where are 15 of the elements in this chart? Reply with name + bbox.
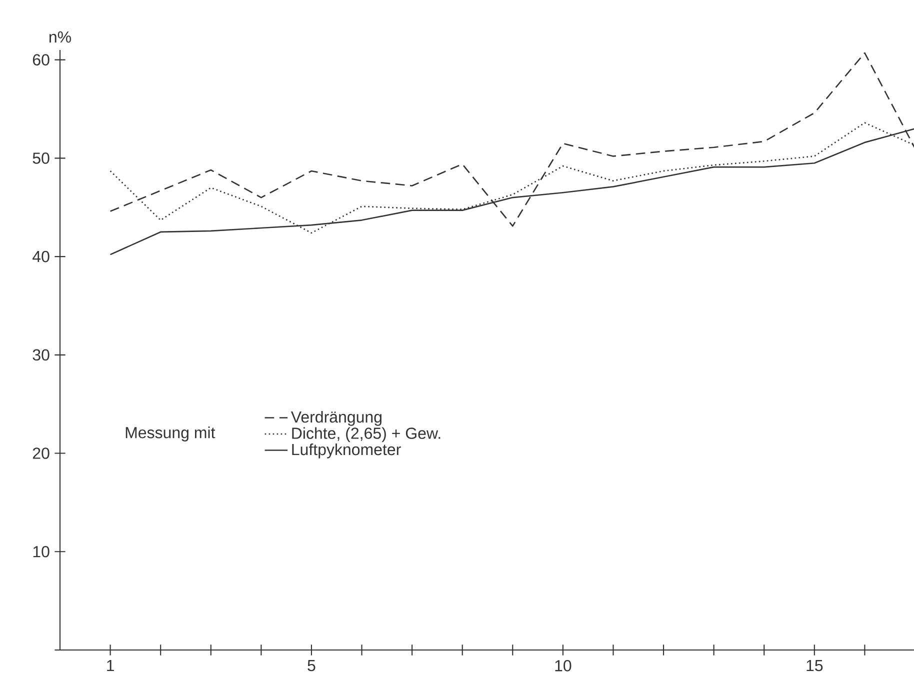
x-tick-label: 1 (107, 660, 114, 672)
y-tick-label: 50 (32, 152, 50, 164)
y-tick-label: 30 (32, 349, 50, 361)
y-tick-label: 20 (32, 448, 50, 459)
y-tick-label: 60 (32, 54, 50, 66)
x-tick-label: 5 (308, 660, 316, 672)
x-tick-label: 15 (806, 660, 823, 672)
y-tick-label: 10 (33, 546, 50, 558)
legend-title: Messung mit (126, 426, 216, 442)
legend-label: Dichte, (2,65) + Gew. (292, 427, 440, 442)
legend-label: Luftpyknometer (292, 443, 401, 458)
y-tick-label: 40 (32, 250, 50, 262)
y-axis-title: n% (50, 31, 71, 43)
x-tick-label: 10 (555, 660, 572, 672)
legend-label: Verdrängung (290, 410, 382, 426)
